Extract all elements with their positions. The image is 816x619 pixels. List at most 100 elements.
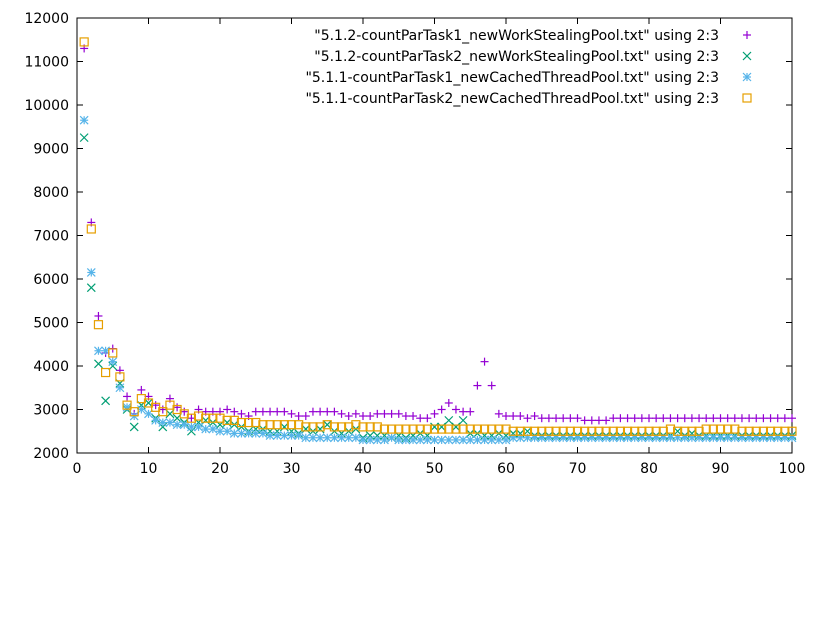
data-point [494, 435, 504, 445]
data-point [208, 424, 218, 434]
data-point [552, 414, 561, 423]
data-point [94, 311, 103, 320]
data-point [108, 357, 118, 367]
data-point [322, 433, 332, 443]
data-point [709, 414, 718, 423]
data-point [465, 435, 475, 445]
x-tick-label: 50 [426, 461, 444, 477]
data-point [401, 412, 410, 421]
data-point [251, 429, 261, 438]
data-point [344, 433, 354, 443]
data-point [230, 407, 239, 416]
data-point [559, 414, 568, 423]
legend-label: "5.1.1-countParTask1_newCachedThreadPool… [305, 70, 719, 86]
y-tick-label: 3000 [33, 403, 69, 419]
data-point [358, 422, 368, 432]
data-point [637, 426, 647, 436]
data-point [101, 396, 111, 406]
data-point [458, 424, 468, 434]
data-point [587, 426, 597, 436]
data-point [272, 420, 282, 430]
data-point [694, 426, 704, 436]
data-point [408, 424, 418, 434]
data-point [201, 424, 211, 434]
data-point [651, 426, 661, 436]
data-point [601, 426, 611, 436]
data-point [787, 426, 797, 436]
y-tick-label: 6000 [33, 272, 69, 288]
data-point [609, 414, 618, 423]
data-point [308, 433, 318, 443]
data-point [630, 414, 639, 423]
data-point [509, 412, 518, 421]
data-point [365, 435, 375, 445]
data-point [94, 346, 103, 356]
data-point [466, 407, 475, 416]
data-point [129, 407, 139, 417]
data-point [137, 385, 146, 394]
data-point [522, 426, 533, 436]
data-point [680, 426, 690, 436]
data-point [286, 420, 297, 430]
data-point [301, 422, 311, 432]
data-point [151, 415, 161, 425]
data-point [351, 433, 361, 443]
data-point [501, 424, 511, 434]
data-point [773, 426, 783, 436]
legend-label: "5.1.2-countParTask2_newWorkStealingPool… [314, 49, 719, 65]
data-point [480, 435, 489, 445]
data-point [494, 409, 503, 418]
data-point [523, 414, 532, 423]
data-point [701, 424, 711, 434]
data-point [766, 414, 775, 423]
data-point [409, 412, 418, 421]
data-point [451, 405, 460, 414]
data-point [788, 414, 796, 423]
data-point [480, 357, 489, 366]
legend-marker [743, 31, 751, 39]
x-tick-label: 30 [283, 461, 301, 477]
data-point [337, 433, 346, 443]
data-point [244, 429, 254, 438]
data-point [687, 426, 697, 436]
data-point [773, 414, 782, 423]
data-point [780, 426, 790, 436]
y-tick-label: 8000 [33, 185, 69, 201]
series-1-points [80, 44, 796, 425]
data-point [359, 412, 367, 421]
data-point [100, 367, 111, 378]
data-point [79, 37, 89, 47]
data-point [723, 424, 733, 434]
data-point [251, 417, 261, 428]
data-point [365, 422, 375, 432]
data-point [516, 412, 525, 421]
data-point [502, 412, 510, 421]
data-point [422, 424, 432, 434]
data-point [765, 426, 776, 436]
data-point [394, 424, 404, 434]
data-point [258, 429, 268, 438]
x-tick-label: 40 [354, 461, 372, 477]
data-point [487, 424, 497, 434]
data-point [222, 426, 232, 436]
data-point [623, 414, 632, 423]
x-tick-label: 0 [73, 461, 82, 477]
data-point [186, 413, 196, 423]
y-tick-label: 4000 [33, 359, 69, 375]
data-point [416, 414, 425, 423]
data-point [194, 422, 203, 432]
series-3-points [79, 115, 797, 445]
data-point [380, 435, 389, 445]
legend: "5.1.2-countParTask1_newWorkStealingPool… [305, 28, 752, 107]
data-point [266, 407, 275, 416]
data-point [708, 433, 718, 443]
data-point [129, 422, 139, 432]
data-point [222, 415, 232, 425]
data-point [280, 407, 289, 416]
data-point [323, 407, 332, 416]
data-point [715, 424, 726, 434]
data-point [508, 426, 518, 436]
data-point [315, 433, 325, 443]
data-point [122, 400, 132, 410]
data-point [444, 435, 454, 445]
